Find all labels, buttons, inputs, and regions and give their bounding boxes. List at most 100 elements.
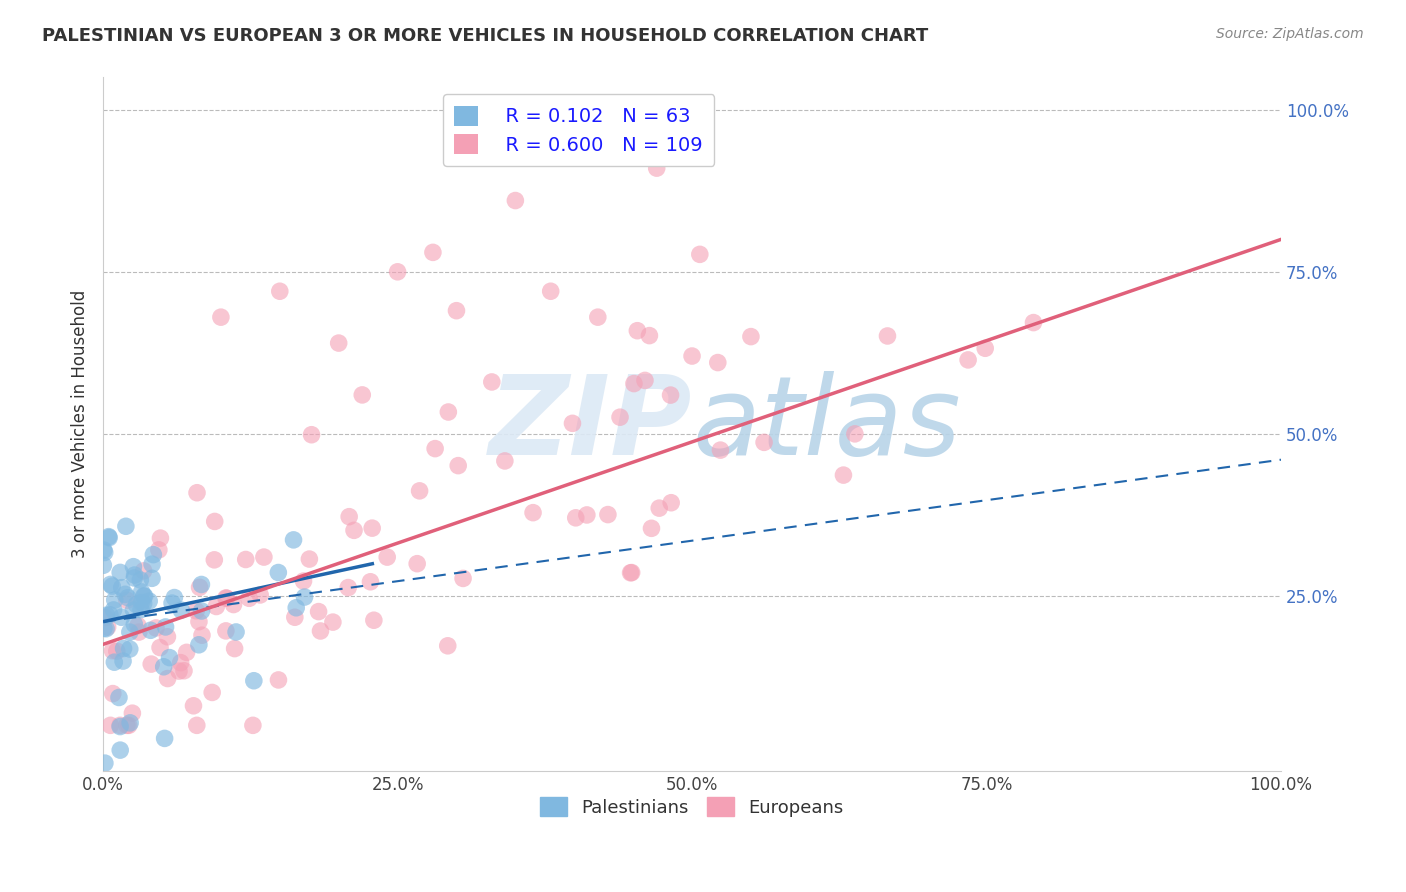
Point <box>204 515 226 529</box>
Point <box>586 310 609 325</box>
Point <box>596 508 619 522</box>
Point <box>436 639 458 653</box>
Point <box>127 618 149 632</box>
Point <box>267 566 290 580</box>
Point <box>267 673 290 687</box>
Point <box>301 427 323 442</box>
Point <box>108 566 131 580</box>
Point <box>104 593 127 607</box>
Point <box>134 589 156 603</box>
Point <box>284 610 307 624</box>
Point <box>640 521 662 535</box>
Point <box>202 553 225 567</box>
Point <box>100 718 122 732</box>
Point <box>522 506 544 520</box>
Point <box>752 435 775 450</box>
Point <box>681 349 703 363</box>
Point <box>103 603 125 617</box>
Point <box>132 589 155 603</box>
Point <box>638 328 661 343</box>
Point <box>117 591 139 605</box>
Text: Source: ZipAtlas.com: Source: ZipAtlas.com <box>1216 27 1364 41</box>
Point <box>494 454 516 468</box>
Point <box>609 410 631 425</box>
Point <box>481 375 503 389</box>
Point <box>108 690 131 705</box>
Point <box>844 426 866 441</box>
Point <box>149 640 172 655</box>
Point <box>298 552 321 566</box>
Point <box>183 698 205 713</box>
Point <box>152 660 174 674</box>
Point <box>832 468 855 483</box>
Point <box>974 341 997 355</box>
Point <box>201 685 224 699</box>
Point <box>153 731 176 746</box>
Text: atlas: atlas <box>692 370 960 477</box>
Point <box>101 579 124 593</box>
Point <box>128 625 150 640</box>
Point <box>243 673 266 688</box>
Point <box>451 571 474 585</box>
Point <box>132 564 155 578</box>
Point <box>337 581 360 595</box>
Point <box>160 596 183 610</box>
Point <box>188 580 211 594</box>
Point <box>129 573 152 587</box>
Point <box>101 643 124 657</box>
Point <box>561 417 583 431</box>
Point <box>124 571 146 585</box>
Point <box>97 620 120 634</box>
Point <box>148 542 170 557</box>
Point <box>93 558 115 573</box>
Point <box>387 265 409 279</box>
Point <box>121 706 143 721</box>
Point <box>100 577 122 591</box>
Point <box>93 545 115 559</box>
Point <box>215 624 238 638</box>
Point <box>876 329 898 343</box>
Point <box>623 376 645 391</box>
Point <box>359 574 381 589</box>
Point <box>167 664 190 678</box>
Point <box>94 610 117 624</box>
Point <box>122 603 145 617</box>
Point <box>115 519 138 533</box>
Point <box>645 161 668 176</box>
Point <box>659 496 682 510</box>
Y-axis label: 3 or more Vehicles in Household: 3 or more Vehicles in Household <box>72 290 89 558</box>
Point <box>446 303 468 318</box>
Point <box>111 581 134 595</box>
Point <box>141 557 163 571</box>
Point <box>408 483 430 498</box>
Point <box>173 664 195 678</box>
Point <box>249 588 271 602</box>
Point <box>352 388 374 402</box>
Point <box>108 720 131 734</box>
Point <box>120 715 142 730</box>
Point <box>131 595 153 609</box>
Point <box>294 590 316 604</box>
Point <box>188 615 211 629</box>
Point <box>222 598 245 612</box>
Point <box>176 645 198 659</box>
Point <box>112 654 135 668</box>
Point <box>186 718 208 732</box>
Point <box>447 458 470 473</box>
Point <box>285 600 308 615</box>
Point <box>659 388 682 402</box>
Point <box>186 485 208 500</box>
Point <box>322 615 344 629</box>
Point <box>141 571 163 585</box>
Point <box>309 624 332 638</box>
Point <box>118 718 141 732</box>
Point <box>209 310 232 325</box>
Point <box>145 621 167 635</box>
Legend: Palestinians, Europeans: Palestinians, Europeans <box>533 790 851 824</box>
Point <box>101 687 124 701</box>
Point <box>626 324 648 338</box>
Point <box>619 566 641 580</box>
Point <box>124 617 146 632</box>
Point <box>159 650 181 665</box>
Point <box>105 644 128 658</box>
